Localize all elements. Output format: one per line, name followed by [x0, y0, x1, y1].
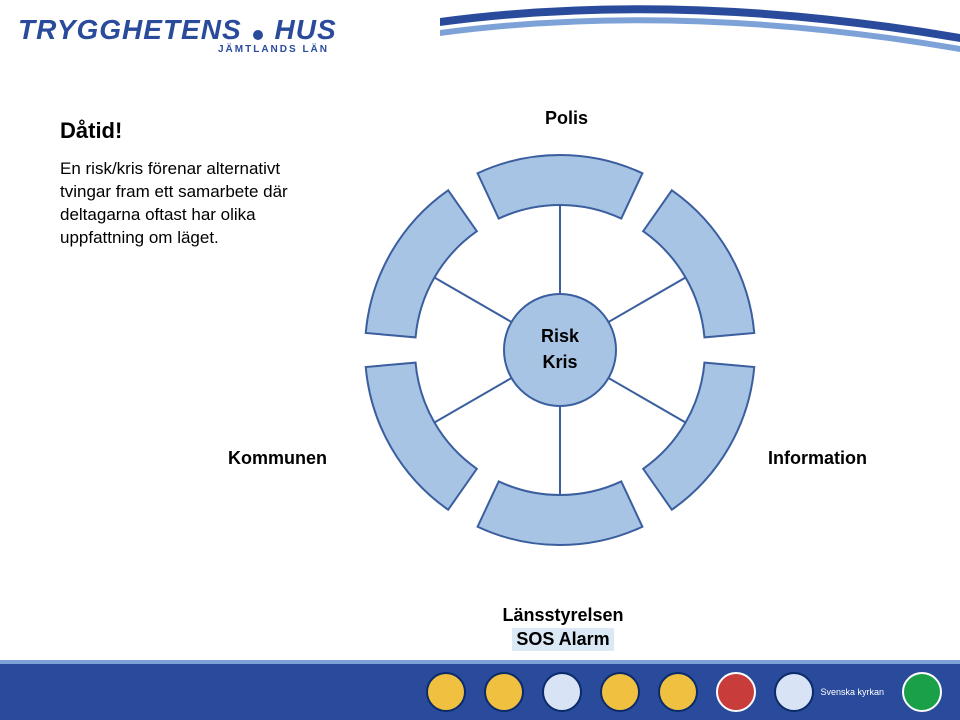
- hub-circle: [504, 294, 616, 406]
- footer-logo-label: Svenska kyrkan: [820, 687, 884, 697]
- header-swoosh-icon: [440, 0, 960, 90]
- slide-heading: Dåtid!: [60, 118, 122, 144]
- hub-spoke-diagram: Risk Kris: [310, 100, 810, 600]
- logo-dot-icon: [253, 30, 263, 40]
- slide: { "header": { "logo_word1": "TRYGGHETENS…: [0, 0, 960, 720]
- footer-logo-icon: [542, 672, 582, 712]
- footer-logo-icon: [716, 672, 756, 712]
- outer-label-bottom-line1: Länsstyrelsen: [502, 605, 623, 625]
- footer-logo-icon: [902, 672, 942, 712]
- header: TRYGGHETENS HUS JÄMTLANDS LÄN: [0, 0, 960, 82]
- footer-logo-icon: [600, 672, 640, 712]
- hub-label-2: Kris: [542, 352, 577, 372]
- outer-label-bottom-line2: SOS Alarm: [512, 628, 613, 651]
- brand-logo: TRYGGHETENS HUS JÄMTLANDS LÄN: [18, 14, 337, 55]
- outer-label-top: Polis: [545, 108, 588, 129]
- footer-logos: Svenska kyrkan: [426, 664, 942, 720]
- outer-label-left: Kommunen: [228, 448, 327, 469]
- footer-logo-icon: [426, 672, 466, 712]
- logo-word-2: HUS: [275, 14, 337, 45]
- outer-label-right: Information: [768, 448, 867, 469]
- footer-logo-icon: [658, 672, 698, 712]
- diagram-svg: Risk Kris: [310, 100, 810, 600]
- footer-bar: Svenska kyrkan: [0, 664, 960, 720]
- footer-logo-icon: [484, 672, 524, 712]
- slide-body-text: En risk/kris förenar alternativt tvingar…: [60, 158, 315, 250]
- hub-label-1: Risk: [541, 326, 580, 346]
- logo-word-1: TRYGGHETENS: [18, 14, 242, 45]
- outer-label-bottom: Länsstyrelsen SOS Alarm: [498, 605, 628, 651]
- logo-subtitle: JÄMTLANDS LÄN: [218, 44, 337, 55]
- footer-logo-icon: [774, 672, 814, 712]
